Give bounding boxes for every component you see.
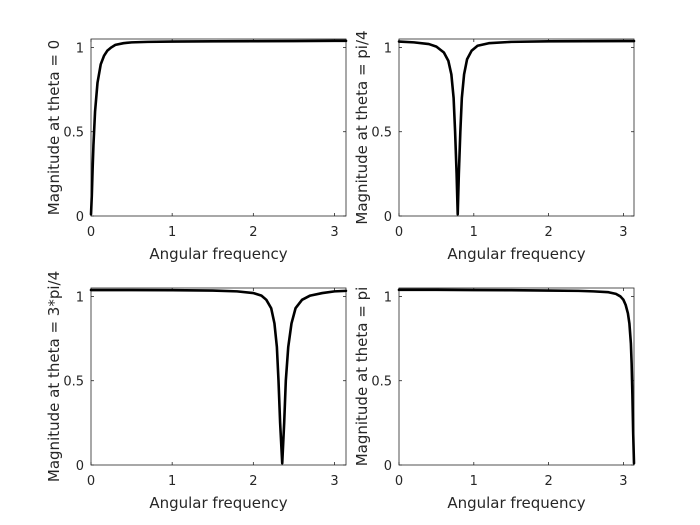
subplot-1: 0 1 2 3 0 0.5 1 Angular frequency Magnitude at t…: [45, 38, 348, 263]
x-axis-label: Angular frequency: [149, 245, 287, 263]
y-axis-label: Magnitude at theta = 3*pi/4: [45, 271, 63, 482]
y-tick-label: 1: [76, 41, 84, 56]
y-tick-label: 1: [384, 290, 392, 305]
subplot-2: 0 1 2 3 0 0.5 1 Angular frequency Magnitude at t…: [353, 30, 636, 263]
y-tick-label: 0: [384, 459, 392, 474]
magnitude-line: [89, 288, 348, 465]
y-axis-label: Magnitude at theta = pi: [353, 287, 371, 467]
x-tick-label: 2: [544, 225, 552, 240]
y-tick-label: 1: [384, 41, 392, 56]
x-axis-label: Angular frequency: [447, 245, 585, 263]
y-tick-label: 0: [384, 210, 392, 225]
plot-area: [398, 38, 635, 217]
y-tick-label: 0.5: [63, 126, 84, 141]
x-tick-label: 0: [395, 225, 403, 240]
x-tick-label: 3: [619, 474, 627, 489]
magnitude-line: [397, 39, 636, 216]
x-tick-label: 3: [330, 225, 338, 240]
y-tick-label: 1: [76, 290, 84, 305]
magnitude-line: [89, 39, 348, 216]
x-tick-label: 0: [395, 474, 403, 489]
x-tick-label: 3: [330, 474, 338, 489]
plot-area: [90, 38, 347, 217]
y-tick-label: 0.5: [371, 126, 392, 141]
x-tick-label: 0: [87, 474, 95, 489]
x-tick-label: 3: [619, 225, 627, 240]
plot-area: [398, 287, 635, 466]
y-tick-label: 0.5: [371, 375, 392, 390]
y-tick-label: 0.5: [63, 375, 84, 390]
x-tick-label: 2: [544, 474, 552, 489]
y-axis-label: Magnitude at theta = 0: [45, 40, 63, 215]
x-tick-label: 1: [470, 474, 478, 489]
x-axis-label: Angular frequency: [447, 494, 585, 512]
x-tick-label: 1: [168, 225, 176, 240]
magnitude-line: [397, 288, 636, 465]
x-tick-label: 2: [249, 474, 257, 489]
x-tick-label: 0: [87, 225, 95, 240]
x-axis-label: Angular frequency: [149, 494, 287, 512]
subplot-4: 0 1 2 3 0 0.5 1 Angular frequency Magnitude at t…: [353, 287, 636, 512]
plot-area: [90, 287, 347, 466]
x-tick-label: 1: [470, 225, 478, 240]
y-axis-label: Magnitude at theta = pi/4: [353, 30, 371, 224]
x-tick-label: 1: [168, 474, 176, 489]
subplot-3: 0 1 2 3 0 0.5 1 Angular frequency Magnitude at t…: [45, 271, 348, 512]
y-tick-label: 0: [76, 210, 84, 225]
y-tick-label: 0: [76, 459, 84, 474]
x-tick-label: 2: [249, 225, 257, 240]
